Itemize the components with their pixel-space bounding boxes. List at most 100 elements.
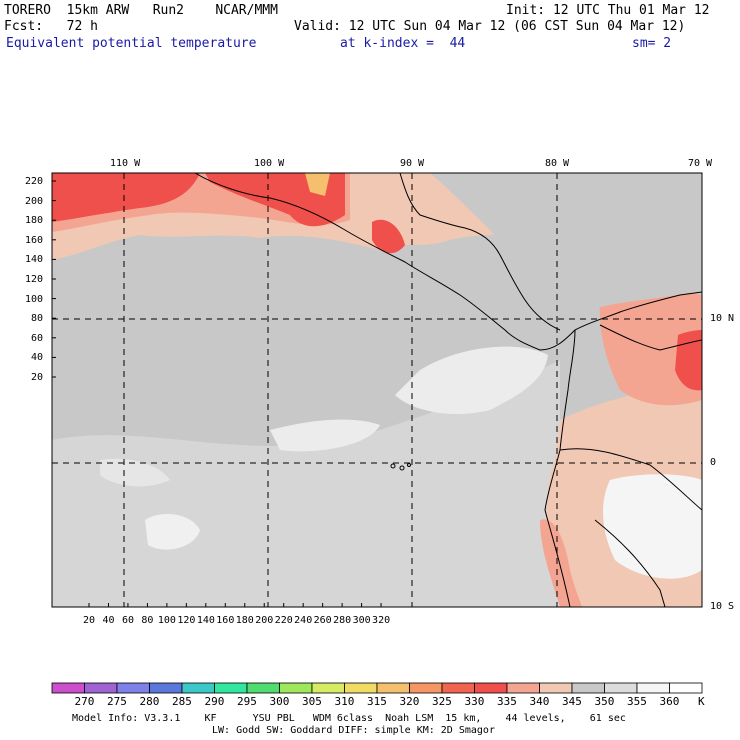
- y-tick-label: 100: [25, 293, 44, 305]
- y-tick-label: 60: [31, 332, 44, 344]
- latlon-grid: [52, 173, 702, 607]
- theta-e-field: [52, 173, 702, 607]
- colorbar-label: 355: [627, 695, 647, 708]
- colorbar-swatch: [51, 682, 85, 694]
- colorbar-label: 340: [529, 695, 550, 708]
- hot-core-nw: [52, 173, 200, 222]
- caribbean-coast: [399, 173, 561, 331]
- y-tick-label: 180: [25, 215, 44, 227]
- colorbar-label: 300: [269, 695, 290, 708]
- colorbar-swatch: [311, 682, 345, 694]
- colorbar-label: 290: [204, 695, 225, 708]
- field-name: Equivalent potential temperature: [6, 36, 257, 51]
- colorbar-label: 275: [107, 695, 127, 708]
- x-tick-marks: [88, 603, 382, 607]
- x-tick-label: 180: [235, 615, 254, 626]
- border-colombia: [599, 324, 702, 351]
- lat-label-10s: 10 S: [710, 601, 735, 612]
- colorbar-swatch: [214, 682, 248, 694]
- colorbar-label: 345: [562, 695, 582, 708]
- hot-spot: [305, 173, 330, 196]
- y-tick-label: 220: [25, 176, 44, 187]
- x-tick-label: 300: [352, 615, 371, 626]
- colorbar-label: 280: [139, 695, 160, 708]
- light-patch-2: [270, 419, 380, 452]
- colorbar-swatch: [636, 682, 670, 694]
- y-tick-label: 40: [31, 352, 44, 364]
- coastlines: [194, 173, 702, 607]
- border-peru-bolivia: [594, 519, 666, 607]
- colorbar-label: 335: [497, 695, 517, 708]
- y-tick-label: 120: [25, 274, 44, 285]
- y-tick-label: 200: [25, 195, 44, 207]
- light-patch-3: [145, 514, 200, 550]
- x-tick-label: 60: [121, 615, 134, 626]
- colorbar-swatch: [116, 682, 150, 694]
- peru-coast: [540, 519, 582, 607]
- colorbar-swatch: [409, 682, 443, 694]
- colorbar-label: 315: [367, 695, 387, 708]
- smoothing: sm= 2: [632, 36, 672, 51]
- light-patch-4: [100, 458, 170, 487]
- colorbar-swatch: [474, 682, 508, 694]
- x-tick-label: 140: [196, 615, 215, 626]
- colorbar-label: 320: [399, 695, 420, 708]
- galapagos-2: [399, 465, 405, 471]
- colorbar-swatch: [571, 682, 605, 694]
- colorbar-swatch: [344, 682, 378, 694]
- lon-label-90w: 90 W: [400, 158, 425, 169]
- colorbar-swatch: [279, 682, 313, 694]
- lat-label-0: 0: [710, 457, 717, 468]
- x-tick-label: 240: [294, 615, 313, 626]
- x-tick-label: 280: [333, 615, 352, 626]
- x-tick-label: 220: [274, 615, 293, 626]
- init-time: Init: 12 UTC Thu 01 Mar 12: [506, 3, 710, 18]
- colorbar: [51, 682, 703, 694]
- light-patch-1: [395, 346, 548, 415]
- valid-time: Valid: 12 UTC Sun 04 Mar 12 (06 CST Sun …: [294, 19, 686, 34]
- colorbar-label: 360: [659, 695, 680, 708]
- forecast-hour: Fcst: 72 h: [4, 19, 98, 34]
- map-frame: [51, 172, 703, 608]
- x-tick-label: 100: [157, 615, 176, 626]
- colorbar-swatch: [539, 682, 573, 694]
- y-tick-label: 80: [31, 313, 44, 325]
- level-index: at k-index = 44: [340, 36, 466, 51]
- x-tick-label: 200: [255, 615, 274, 626]
- x-tick-label: 20: [83, 615, 96, 626]
- model-title: TORERO 15km ARW Run2 NCAR/MMM: [4, 3, 278, 18]
- lon-label-110w: 110 W: [110, 158, 141, 169]
- colorbar-swatch: [149, 682, 183, 694]
- y-tick-label: 160: [25, 234, 44, 246]
- colorbar-swatch: [246, 682, 280, 694]
- colorbar-swatch: [506, 682, 540, 694]
- colorbar-label: 310: [334, 695, 355, 708]
- x-tick-label: 160: [216, 615, 235, 626]
- andes-cool: [603, 474, 702, 579]
- colorbar-swatch: [604, 682, 638, 694]
- lon-label-70w: 70 W: [688, 158, 713, 169]
- colorbar-swatch: [84, 682, 118, 694]
- colorbar-unit: K: [698, 695, 705, 708]
- hot-core-guatemala: [372, 219, 405, 254]
- border-ecuador-peru: [559, 448, 702, 511]
- x-tick-label: 40: [102, 615, 115, 626]
- x-tick-label: 260: [313, 615, 332, 626]
- colorbar-swatch: [669, 682, 703, 694]
- model-info: Model Info: V3.3.1 KF YSU PBL WDM 6class…: [72, 713, 626, 724]
- colorbar-label: 350: [594, 695, 615, 708]
- y-tick-marks: [52, 180, 56, 378]
- x-tick-label: 120: [177, 615, 196, 626]
- y-tick-label: 20: [31, 372, 44, 383]
- lat-label-10n: 10 N: [710, 313, 735, 324]
- galapagos-1: [390, 463, 396, 469]
- colorbar-label: 285: [172, 695, 192, 708]
- colorbar-swatch: [376, 682, 410, 694]
- x-tick-label: 320: [372, 615, 391, 626]
- x-tick-label: 80: [141, 615, 154, 626]
- physics-info: LW: Godd SW: Goddard DIFF: simple KM: 2D…: [212, 725, 495, 736]
- colorbar-label: 325: [432, 695, 452, 708]
- lon-label-80w: 80 W: [545, 158, 570, 169]
- colorbar-swatch: [181, 682, 215, 694]
- lon-label-100w: 100 W: [254, 158, 285, 169]
